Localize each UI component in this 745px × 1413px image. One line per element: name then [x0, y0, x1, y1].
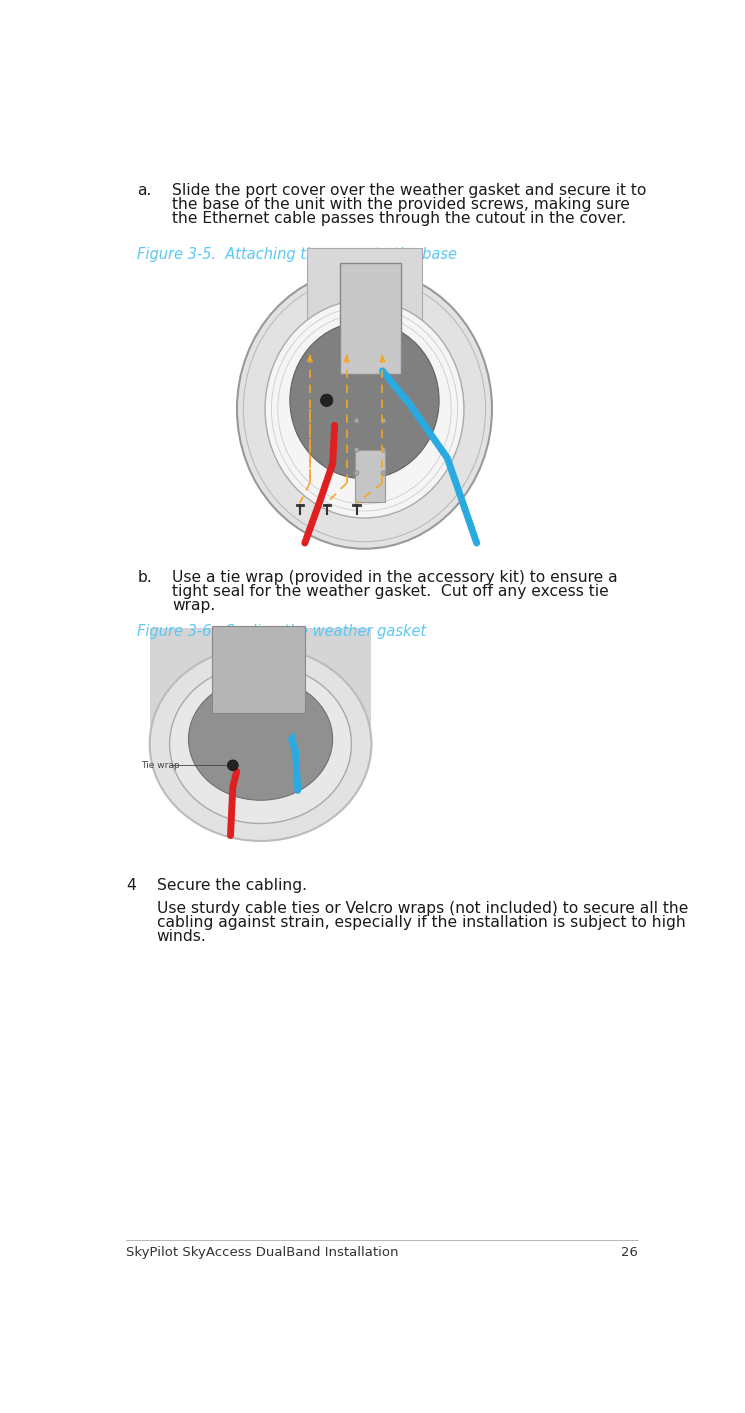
Bar — [355, 449, 385, 502]
Circle shape — [320, 394, 333, 407]
Circle shape — [381, 471, 386, 475]
Text: 4: 4 — [126, 877, 136, 893]
Text: a.: a. — [137, 184, 152, 198]
Bar — [212, 626, 305, 714]
Ellipse shape — [188, 678, 332, 800]
Ellipse shape — [150, 647, 372, 841]
Text: Secure the cabling.: Secure the cabling. — [156, 877, 307, 893]
Ellipse shape — [265, 300, 464, 519]
Circle shape — [355, 418, 359, 422]
Circle shape — [381, 418, 386, 422]
Text: Use a tie wrap (provided in the accessory kit) to ensure a: Use a tie wrap (provided in the accessor… — [172, 569, 618, 585]
Text: b.: b. — [137, 569, 152, 585]
Ellipse shape — [237, 270, 492, 548]
Circle shape — [355, 448, 359, 452]
Bar — [340, 263, 401, 374]
Text: Tie wrap: Tie wrap — [142, 760, 180, 770]
Text: Figure 3-6.  Sealing the weather gasket: Figure 3-6. Sealing the weather gasket — [137, 625, 427, 639]
Circle shape — [291, 733, 296, 738]
Text: cabling against strain, especially if the installation is subject to high: cabling against strain, especially if th… — [156, 916, 685, 930]
Circle shape — [381, 448, 386, 452]
Text: tight seal for the weather gasket.  Cut off any excess tie: tight seal for the weather gasket. Cut o… — [172, 584, 609, 599]
Text: 26: 26 — [621, 1246, 638, 1259]
Text: the base of the unit with the provided screws, making sure: the base of the unit with the provided s… — [172, 198, 630, 212]
Circle shape — [355, 471, 359, 475]
Bar — [150, 629, 372, 728]
Circle shape — [227, 760, 238, 770]
Text: wrap.: wrap. — [172, 598, 215, 613]
Bar — [226, 263, 503, 554]
Text: the Ethernet cable passes through the cutout in the cover.: the Ethernet cable passes through the cu… — [172, 211, 626, 226]
Ellipse shape — [170, 664, 352, 824]
Text: Use sturdy cable ties or Velcro wraps (not included) to secure all the: Use sturdy cable ties or Velcro wraps (n… — [156, 901, 688, 916]
Text: Slide the port cover over the weather gasket and secure it to: Slide the port cover over the weather ga… — [172, 184, 647, 198]
Text: SkyPilot SkyAccess DualBand Installation: SkyPilot SkyAccess DualBand Installation — [126, 1246, 399, 1259]
Text: winds.: winds. — [156, 928, 206, 944]
Ellipse shape — [290, 322, 439, 479]
Bar — [307, 249, 422, 325]
Text: Figure 3-5.  Attaching the cover to the base: Figure 3-5. Attaching the cover to the b… — [137, 246, 457, 261]
Bar — [137, 642, 384, 848]
